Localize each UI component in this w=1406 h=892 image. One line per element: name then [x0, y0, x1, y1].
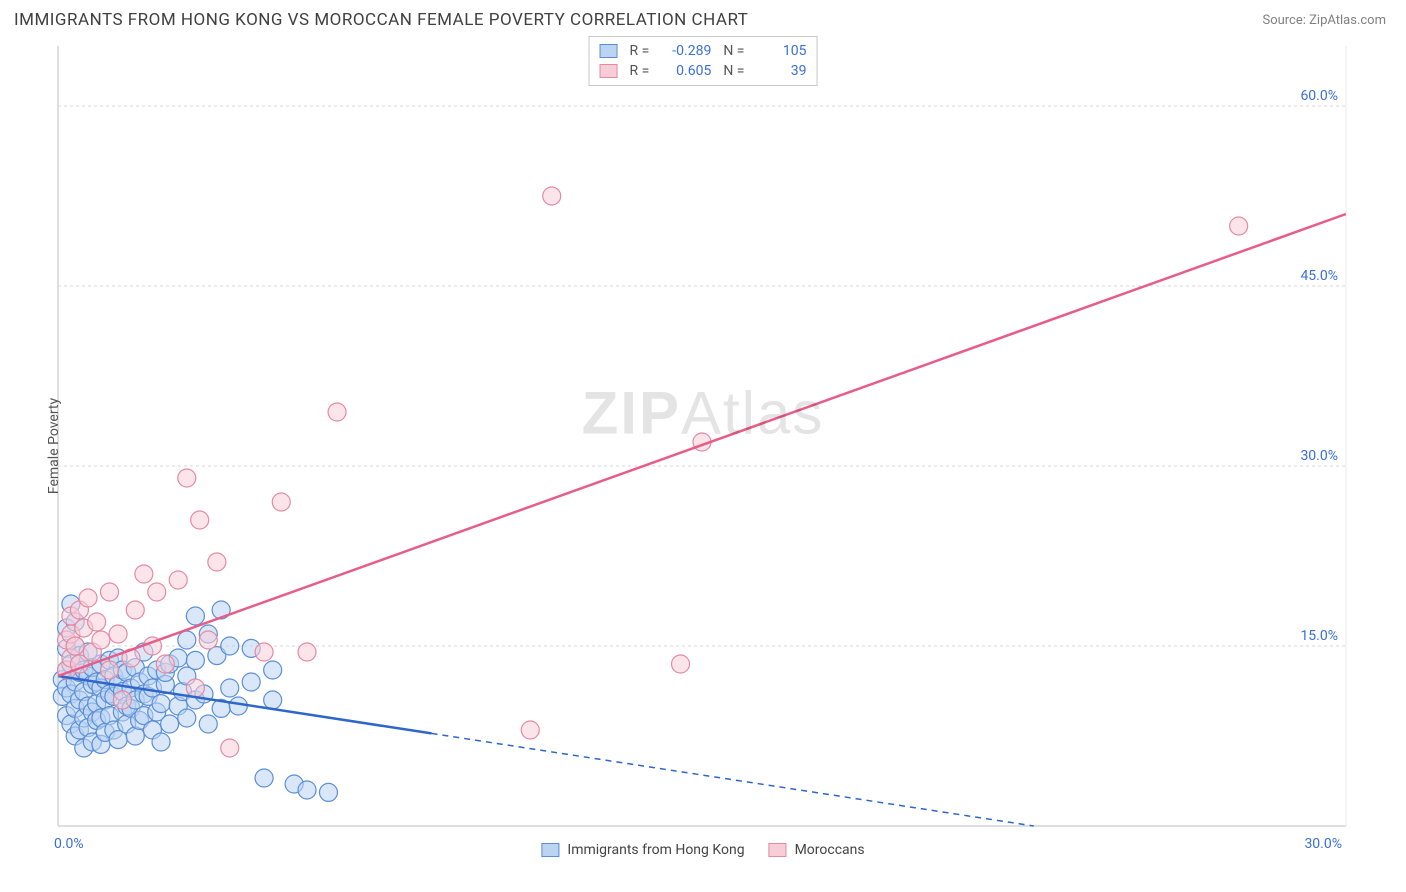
source-link[interactable]: ZipAtlas.com	[1309, 13, 1386, 28]
r-label: R =	[630, 61, 650, 81]
legend-item-mor: Moroccans	[769, 842, 865, 858]
chart-title: IMMIGRANTS FROM HONG KONG VS MOROCCAN FE…	[14, 10, 748, 30]
svg-text:60.0%: 60.0%	[1300, 88, 1338, 104]
swatch-mor	[769, 843, 787, 857]
r-label: R =	[630, 41, 650, 61]
chart-header: IMMIGRANTS FROM HONG KONG VS MOROCCAN FE…	[0, 0, 1406, 36]
legend-label-hk: Immigrants from Hong Kong	[567, 842, 744, 858]
svg-text:30.0%: 30.0%	[1300, 448, 1338, 464]
swatch-mor	[600, 64, 618, 78]
correlation-scatter-chart: 15.0% 30.0% 45.0% 60.0% 0.0% 30.0%	[14, 36, 1364, 856]
chart-container: Female Poverty 15.0% 30.0% 45.0% 60.0% 0.0% 3…	[14, 36, 1392, 856]
svg-text:0.0%: 0.0%	[54, 836, 84, 852]
legend-label-mor: Moroccans	[795, 842, 865, 858]
y-axis-label: Female Poverty	[46, 398, 62, 494]
svg-text:30.0%: 30.0%	[1304, 836, 1342, 852]
r-value-hk: -0.289	[657, 41, 711, 61]
n-value-hk: 105	[752, 41, 806, 61]
series-legend: Immigrants from Hong Kong Moroccans	[541, 842, 864, 858]
stats-row-hk: R = -0.289 N = 105	[600, 41, 807, 61]
n-value-mor: 39	[752, 61, 806, 81]
source-prefix: Source:	[1262, 13, 1309, 28]
source-attribution: Source: ZipAtlas.com	[1262, 13, 1386, 28]
svg-text:15.0%: 15.0%	[1300, 628, 1338, 644]
n-label: N =	[723, 41, 744, 61]
swatch-hk	[541, 843, 559, 857]
svg-text:45.0%: 45.0%	[1300, 268, 1338, 284]
n-label: N =	[723, 61, 744, 81]
swatch-hk	[600, 44, 618, 58]
stats-legend: R = -0.289 N = 105 R = 0.605 N = 39	[589, 36, 818, 86]
legend-item-hk: Immigrants from Hong Kong	[541, 842, 744, 858]
stats-row-mor: R = 0.605 N = 39	[600, 61, 807, 81]
r-value-mor: 0.605	[657, 61, 711, 81]
